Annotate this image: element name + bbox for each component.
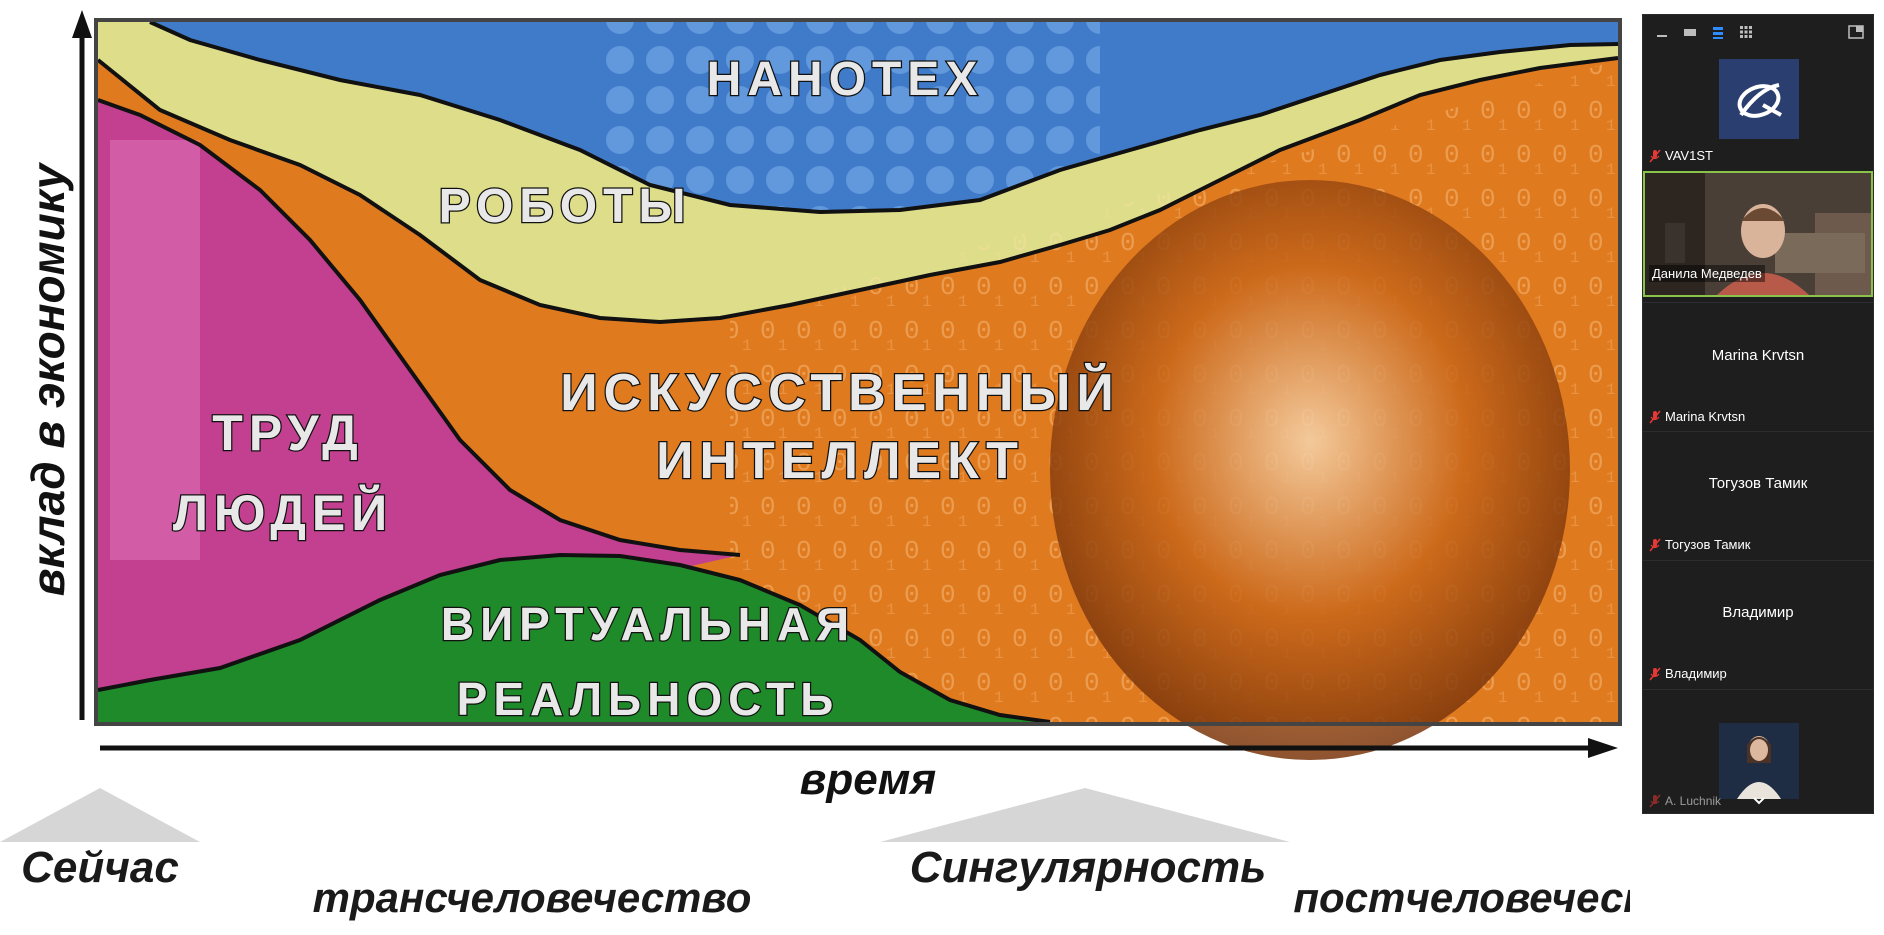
participant-avatar-logo <box>1719 59 1799 139</box>
labor-label-line1: ТРУД <box>212 405 363 461</box>
slide-border <box>94 18 1622 726</box>
robots-boundary-line <box>149 20 1619 215</box>
participant-nametag: VAV1ST <box>1649 148 1713 163</box>
labor-label-line2: ЛЮДЕЙ <box>173 484 393 541</box>
ai-boundary-line <box>96 56 1619 325</box>
muted-mic-icon <box>1649 410 1661 424</box>
singularity-marker <box>880 788 1290 842</box>
panel-toolbar <box>1643 15 1873 49</box>
participant-tile[interactable]: Владимир Владимир <box>1643 561 1873 689</box>
labor-boundary-line <box>97 98 741 557</box>
robots-label: РОБОТЫ <box>439 180 692 233</box>
participant-nametag: Marina Krvtsn <box>1649 409 1745 424</box>
scroll-down-chevron-icon[interactable] <box>1750 794 1768 808</box>
participant-name: Marina Krvtsn <box>1665 409 1746 424</box>
participant-name: VAV1ST <box>1665 148 1713 163</box>
head-illustration <box>1050 180 1570 760</box>
presentation-slide: 0 1 НАНОТЕХ РОБОТЫ ИСКУССТВЕННЫЙ ИНТЕЛЛЕ… <box>0 10 1630 921</box>
phase-transhumanism: трансчеловечество <box>313 874 752 921</box>
participant-display-name: Тогузов Тамик <box>1708 475 1808 492</box>
y-axis-arrow <box>72 10 92 38</box>
muted-mic-icon <box>1649 149 1661 163</box>
phase-singularity: Сингулярность <box>910 843 1267 892</box>
ai-label-line2: ИНТЕЛЛЕКТ <box>656 432 1024 490</box>
participant-tile[interactable]: A. Luchnik <box>1643 690 1873 813</box>
nanotech-label: НАНОТЕХ <box>707 53 984 106</box>
participant-nametag: Данила Медведев <box>1649 265 1765 282</box>
participant-nametag: Владимир <box>1649 666 1727 681</box>
participant-name: A. Luchnik <box>1665 794 1722 808</box>
participant-name: Данила Медведев <box>1652 266 1762 281</box>
participant-display-name: Владимир <box>1722 604 1794 621</box>
participant-name: Владимир <box>1665 666 1727 681</box>
x-axis-label: время <box>800 755 936 804</box>
x-axis-arrow <box>1588 738 1618 758</box>
tile-divider <box>1643 302 1873 303</box>
vr-label-line1: ВИРТУАЛЬНАЯ <box>441 598 855 650</box>
virtual-reality-region <box>98 555 1050 722</box>
ai-label-line1: ИСКУССТВЕННЫЙ <box>560 363 1120 422</box>
participant-tile-active[interactable]: Данила Медведев <box>1643 171 1873 297</box>
vr-boundary-line <box>97 552 1051 724</box>
phase-now: Сейчас <box>21 843 179 892</box>
tile-divider <box>1643 431 1873 432</box>
participant-tile[interactable]: VAV1ST <box>1643 49 1873 169</box>
participants-panel: VAV1ST Данила Медведев Marina Krvtsn Mar… <box>1642 14 1874 814</box>
speaker-view-icon[interactable] <box>1681 23 1699 41</box>
participant-video <box>1719 723 1799 799</box>
vr-label-line2: РЕАЛЬНОСТЬ <box>457 673 840 725</box>
participant-nametag: A. Luchnik <box>1649 794 1721 808</box>
human-labor-region <box>98 100 740 700</box>
slide-graphic: 0 1 НАНОТЕХ РОБОТЫ ИСКУССТВЕННЫЙ ИНТЕЛЛЕ… <box>0 10 1630 921</box>
minimize-icon[interactable] <box>1653 23 1671 41</box>
labor-texture <box>110 140 200 560</box>
tile-divider <box>1643 689 1873 690</box>
participant-name: Тогузов Тамик <box>1665 537 1751 552</box>
participant-video <box>1645 173 1871 295</box>
exit-panel-icon[interactable] <box>1847 23 1865 41</box>
muted-mic-icon <box>1649 538 1661 552</box>
participant-display-name: Marina Krvtsn <box>1711 347 1805 364</box>
now-marker <box>0 788 200 842</box>
participant-tile[interactable]: Тогузов Тамик Тогузов Тамик <box>1643 432 1873 560</box>
muted-mic-icon <box>1649 667 1661 681</box>
participant-nametag: Тогузов Тамик <box>1649 537 1750 552</box>
phase-posthumanism: постчеловечество <box>1293 874 1630 921</box>
strip-view-icon[interactable] <box>1709 23 1727 41</box>
gallery-view-icon[interactable] <box>1737 23 1755 41</box>
y-axis-label: вклад в экономику <box>22 161 74 596</box>
muted-mic-icon <box>1649 794 1661 808</box>
participant-tile[interactable]: Marina Krvtsn Marina Krvtsn <box>1643 303 1873 431</box>
tile-divider <box>1643 560 1873 561</box>
